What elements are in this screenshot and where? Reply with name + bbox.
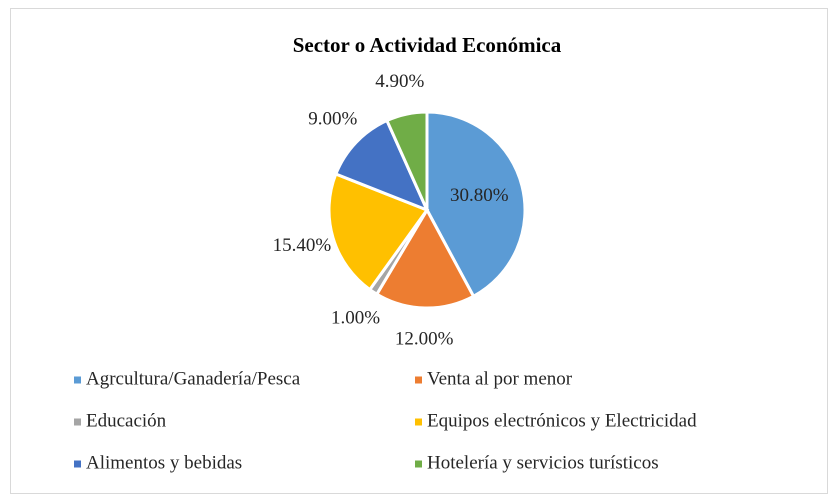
data-label: 30.80% xyxy=(450,185,509,206)
legend-swatch xyxy=(415,376,422,384)
legend-swatch xyxy=(74,418,81,426)
pie-slice xyxy=(374,206,476,310)
legend-swatch xyxy=(415,460,422,468)
pie-slice xyxy=(327,172,430,292)
legend-label: Alimentos y bebidas xyxy=(86,452,242,473)
data-label: 1.00% xyxy=(331,307,380,328)
pie-slice xyxy=(333,118,430,213)
chart-title: Sector o Actividad Económica xyxy=(293,33,562,57)
legend-label: Hotelería y servicios turísticos xyxy=(427,452,659,473)
legend-swatch xyxy=(74,376,81,384)
legend-swatch xyxy=(415,418,422,426)
legend-swatch xyxy=(74,460,81,468)
legend-label: Agrcultura/Ganadería/Pesca xyxy=(86,368,301,389)
data-label: 15.40% xyxy=(273,235,332,256)
data-label: 12.00% xyxy=(395,329,454,350)
pie-slice xyxy=(384,110,429,211)
data-label: 9.00% xyxy=(308,108,357,129)
legend-label: Venta al por menor xyxy=(427,368,573,389)
data-label: 4.90% xyxy=(375,71,424,92)
legend-label: Equipos electrónicos y Electricidad xyxy=(427,410,697,431)
pie-slice xyxy=(425,110,527,299)
legend-label: Educación xyxy=(86,410,167,431)
